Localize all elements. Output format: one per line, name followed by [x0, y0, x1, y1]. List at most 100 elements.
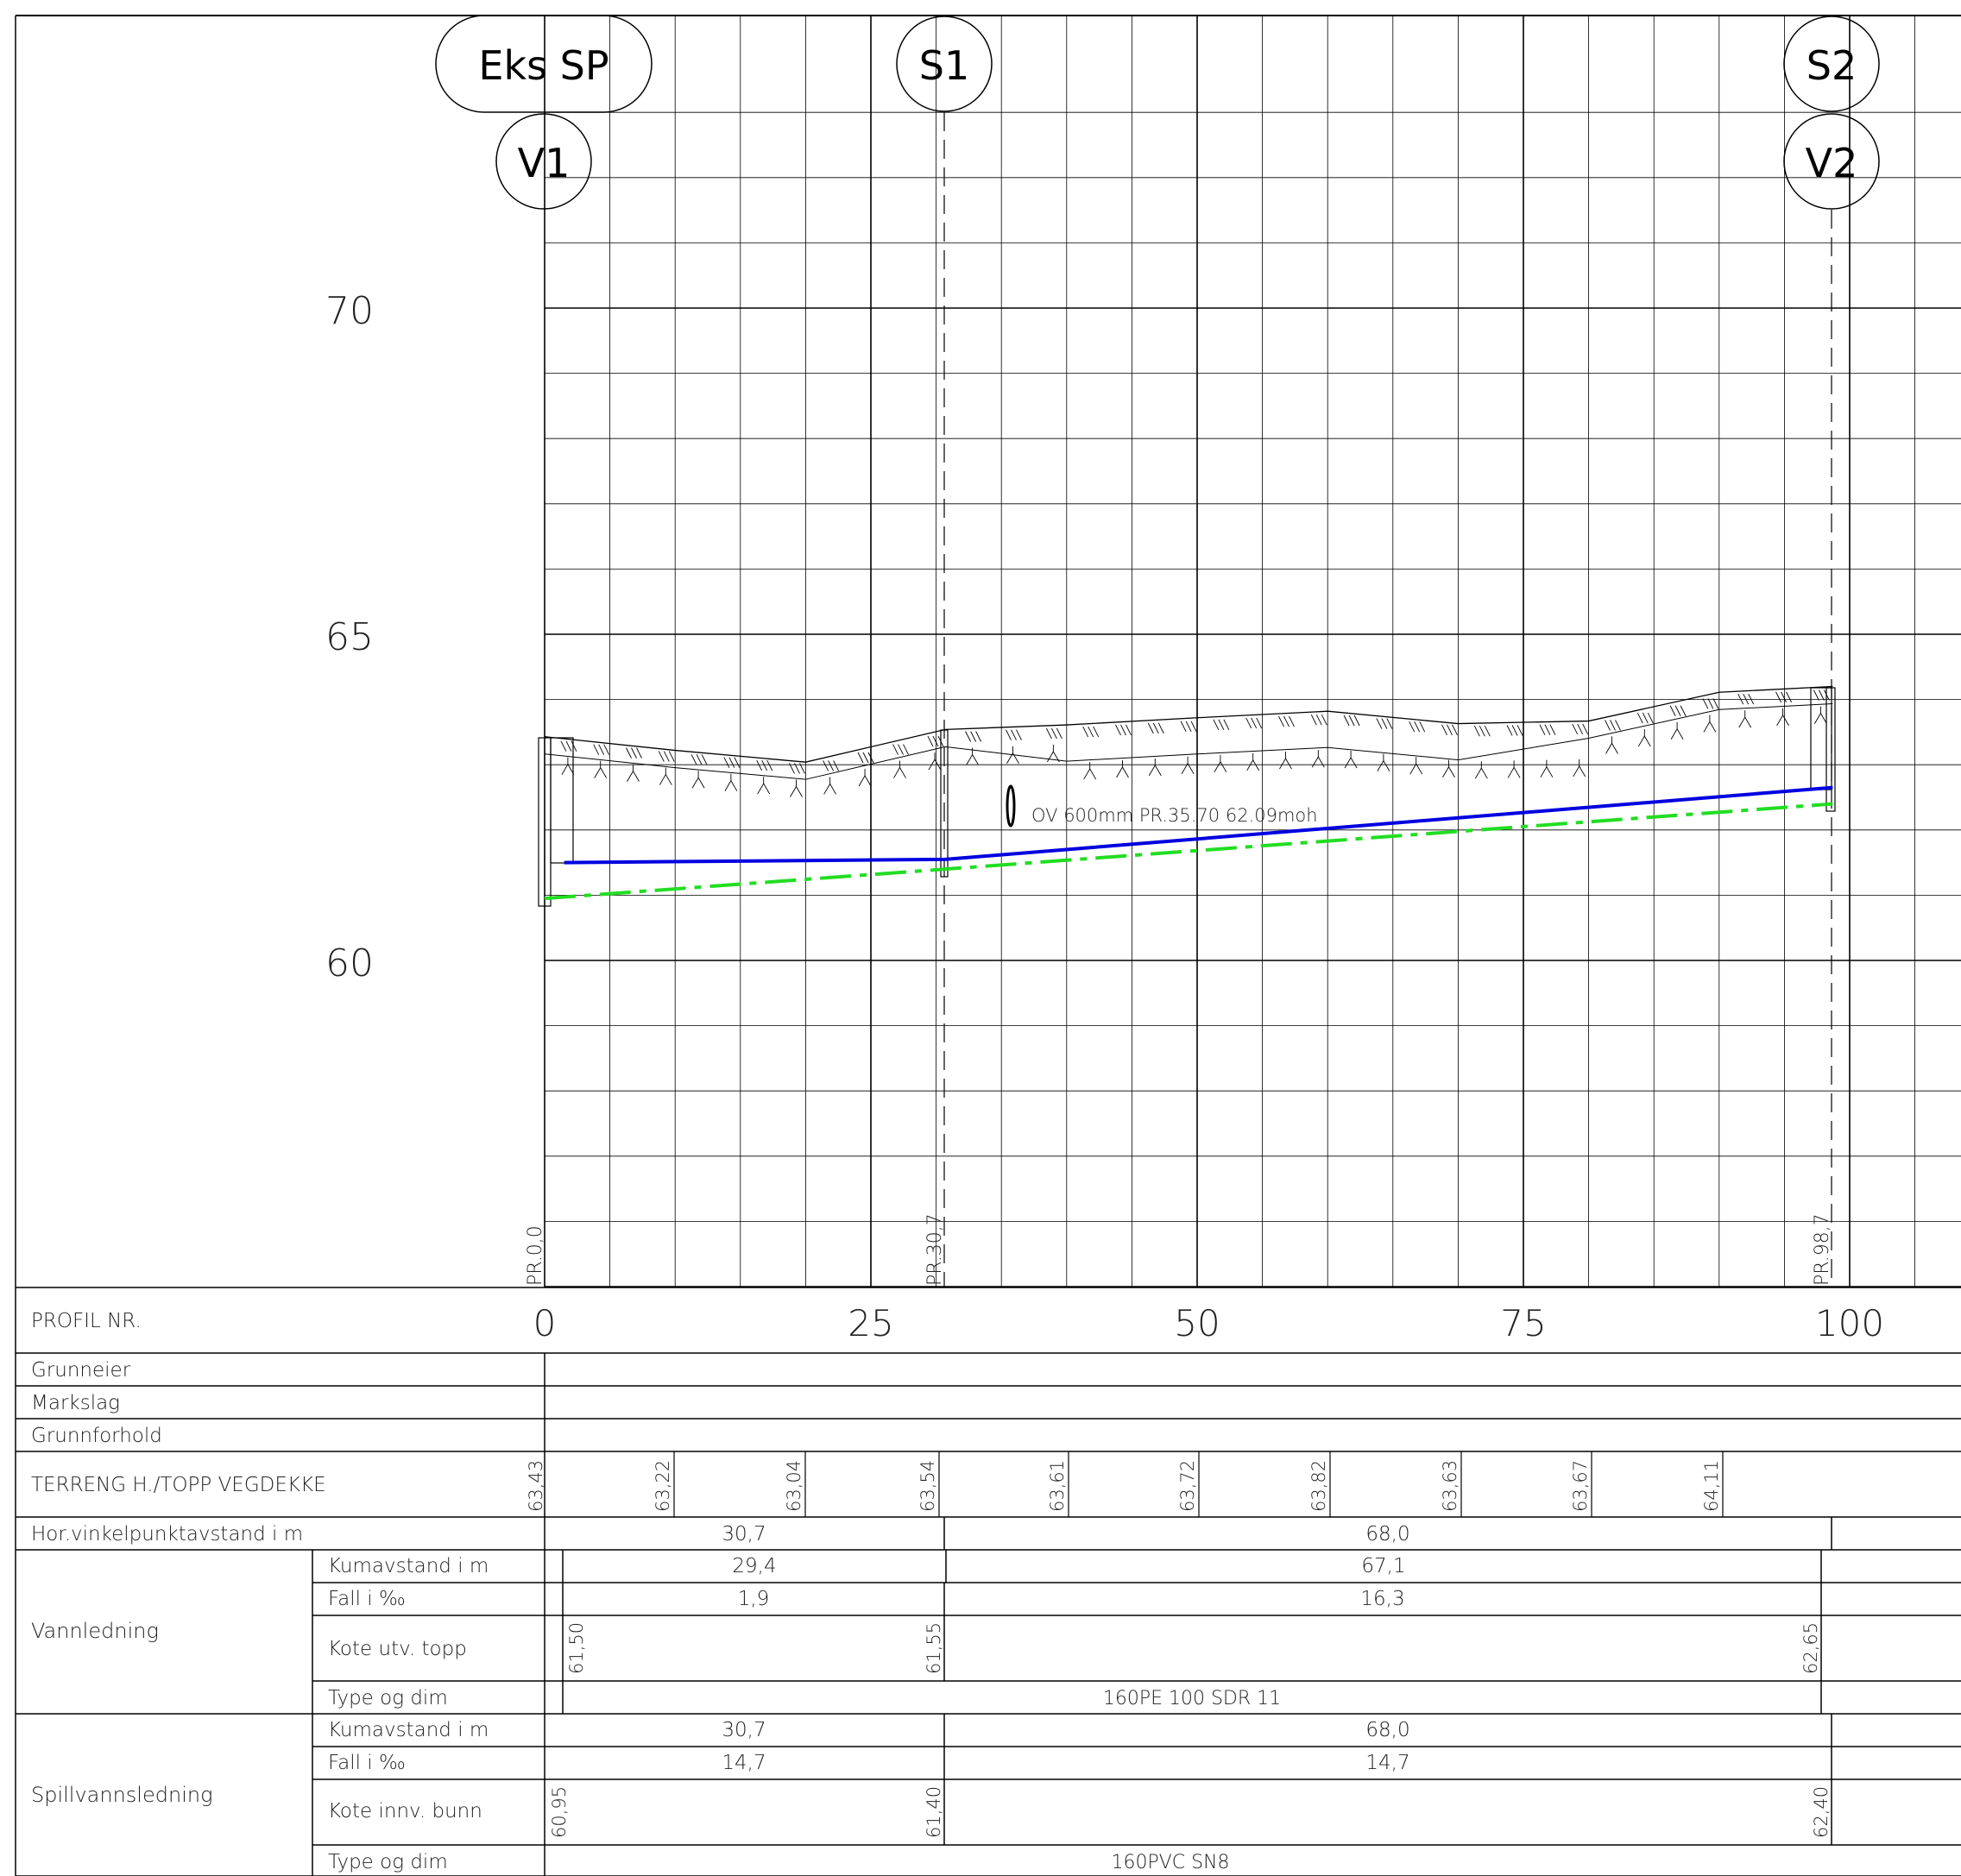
terrain-hatch	[1321, 714, 1327, 726]
spill-type-label: Type og dim	[328, 1851, 448, 1873]
terrain-hatch	[1157, 722, 1164, 734]
terrain-hatch	[1256, 717, 1263, 729]
terrain-hatch	[1152, 722, 1159, 734]
vann-type-label: Type og dim	[328, 1687, 448, 1709]
terrain-hatch	[1126, 724, 1132, 736]
vann-kote-3: 62,65	[1800, 1622, 1821, 1674]
terrain-hatch	[1343, 715, 1350, 727]
soil-symbol	[1670, 727, 1684, 740]
terrain-hatch	[1353, 715, 1360, 727]
terrain-values: 63,43 63,22 63,04 63,54 63,61 63,72 63,82 63,63…	[526, 1451, 1724, 1517]
soil-symbol	[627, 770, 640, 782]
terrain-hatch	[1315, 714, 1322, 726]
terrain-hatch	[1549, 724, 1556, 735]
terrain-hatch	[789, 763, 795, 774]
sewer-pipe-line	[544, 802, 1833, 901]
terrain-hatch	[560, 740, 567, 752]
group-label-spillvann: Spillvannsledning	[31, 1783, 212, 1807]
terrain-hatch	[1386, 718, 1393, 729]
terrain-hatch	[761, 759, 768, 771]
terrain-hatch	[631, 747, 637, 759]
terrain-hatch	[598, 744, 605, 755]
soil-symbol	[1738, 716, 1752, 728]
terrain-hatch	[766, 759, 773, 771]
soil-symbol	[1409, 763, 1423, 775]
hor-value-1: 30,7	[722, 1523, 766, 1545]
terrain-hatch	[1045, 727, 1052, 740]
terrain-profile	[544, 685, 1833, 797]
terrain-hatch	[723, 757, 730, 768]
soil-symbol	[691, 777, 705, 789]
terrain-hatch	[1245, 717, 1252, 729]
elevation-axis: 70 65 60	[325, 289, 374, 985]
vann-fall-2: 16,3	[1360, 1588, 1404, 1610]
terrain-hatch	[1674, 705, 1681, 716]
spill-kote-3: 62,40	[1811, 1786, 1832, 1838]
terrain-hatch	[1376, 718, 1383, 729]
terrain-hatch	[965, 731, 972, 742]
terrain-value: 63,72	[1177, 1460, 1198, 1512]
water-pipe-line	[564, 785, 1833, 865]
spill-kumavstand-2: 68,0	[1365, 1719, 1409, 1741]
manhole-label-v1: V1	[518, 140, 571, 186]
group-label-vannledning: Vannledning	[31, 1619, 159, 1643]
chainage-label-25: 25	[848, 1302, 893, 1344]
terrain-hatch	[701, 754, 708, 765]
elevation-label-70: 70	[325, 289, 374, 333]
terrain-hatch	[1441, 724, 1447, 735]
terrain-hatch	[1278, 715, 1284, 727]
terrain-value: 63,63	[1440, 1460, 1460, 1512]
terrain-hatch	[1115, 724, 1121, 736]
row-label-terreng: TERRENG H./TOPP VEGDEKKE	[31, 1474, 326, 1496]
profile-table	[15, 16, 1961, 1876]
elevation-label-60: 60	[325, 941, 374, 985]
terrain-hatch	[1516, 725, 1523, 736]
terrain-hatch	[1680, 705, 1687, 716]
terrain-hatch	[1409, 721, 1416, 733]
soil-symbol	[1703, 721, 1717, 733]
terrain-hatch	[1636, 712, 1643, 724]
vann-kumavstand-2: 67,1	[1361, 1555, 1405, 1577]
terrain-hatch	[728, 757, 735, 768]
terrain-hatch	[1088, 726, 1094, 738]
vann-fall-1: 1,9	[738, 1588, 770, 1610]
terrain-value: 63,54	[917, 1460, 938, 1512]
terrain-hatch	[1414, 721, 1421, 733]
vann-kote-2: 61,55	[924, 1622, 944, 1674]
terrain-hatch	[903, 744, 909, 755]
manhole-label-v2: V2	[1806, 140, 1858, 186]
profile-grid	[16, 15, 1961, 1287]
terrain-hatch	[937, 735, 944, 747]
terrain-hatch	[1610, 720, 1616, 731]
spill-type-value: 160PVC SN8	[1111, 1852, 1229, 1873]
terrain-hatch	[1539, 724, 1546, 735]
terrain-hatch	[1050, 727, 1057, 740]
terrain-hatch	[1348, 715, 1355, 727]
terrain-hatch	[1190, 721, 1197, 733]
terrain-hatch	[690, 754, 697, 765]
station-labels: PR.0,0 PR.30,7 PR.98,7	[525, 1213, 1833, 1286]
terrain-hatch	[1615, 720, 1621, 731]
terrain-hatch	[1016, 729, 1022, 740]
row-label-hor: Hor.vinkelpunktavstand i m	[31, 1523, 303, 1545]
terrain-hatch	[1511, 725, 1518, 736]
soil-symbol	[858, 775, 872, 787]
terrain-hatch	[898, 744, 904, 755]
terrain-hatch	[1147, 722, 1154, 734]
soil-symbol	[757, 783, 771, 795]
terrain-hatch	[1056, 727, 1062, 740]
profil-nr-label: PROFIL NR.	[31, 1310, 142, 1332]
terrain-hatch	[975, 731, 982, 742]
soil-symbol	[659, 773, 672, 785]
terrain-hatch	[603, 744, 610, 755]
station-label-pr-98-7: PR.98,7	[1812, 1213, 1833, 1286]
soil-symbol	[1814, 712, 1827, 724]
vann-kote-1: 61,50	[566, 1622, 587, 1674]
manhole-shafts	[538, 687, 1836, 907]
terrain-hatch	[1223, 719, 1230, 731]
soil-symbol	[1605, 742, 1618, 754]
terrain-hatch	[1381, 718, 1388, 729]
terrain-hatch	[828, 760, 835, 771]
soil-symbol	[790, 785, 803, 797]
